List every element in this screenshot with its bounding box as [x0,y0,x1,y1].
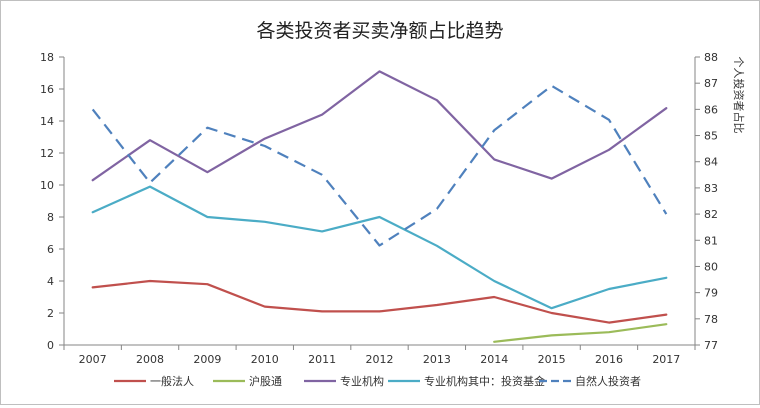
y-left-tick-label: 18 [40,51,54,64]
y-right-tick-label: 83 [704,182,718,195]
y-left-tick-label: 8 [47,211,54,224]
y-right-tick-label: 82 [704,208,718,221]
y-left-tick-label: 16 [40,83,54,96]
x-tick-label: 2015 [538,353,566,366]
y-left-tick-label: 2 [47,307,54,320]
legend: 一般法人 沪股通 专业机构 专业机构其中：投资基金 自然人投资者 [114,374,641,388]
x-tick-label: 2007 [79,353,107,366]
series-line-专业机构 [91,70,668,182]
y-right-tick-label: 80 [704,260,718,273]
y-right-tick-label: 86 [704,103,718,116]
y-right-tick-label: 85 [704,130,718,143]
x-tick-label: 2014 [480,353,508,366]
chart-title: 各类投资者买卖净额占比趋势 [256,20,503,42]
y-right-tick-label: 81 [704,234,718,247]
legend-label: 自然人投资者 [575,374,641,388]
x-tick-label: 2012 [366,353,394,366]
y-left-tick-label: 10 [40,179,54,192]
y-right-tick-label: 79 [704,287,718,300]
y-right-tick-label: 77 [704,339,718,352]
legend-label: 专业机构其中：投资基金 [424,374,545,388]
axes: 0 2 4 6 8 10 12 14 16 18 77 78 79 80 81 82 83 84 85 86 87 88 个… [40,51,746,366]
y-right-axis-label: 个人投资者占比 [732,57,746,134]
x-tick-label: 2017 [652,353,680,366]
y-left-tick-label: 14 [40,115,54,128]
y-right-tick-label: 78 [704,313,718,326]
series-line-专业机构其中：投资基金 [91,185,668,310]
legend-label: 沪股通 [249,374,282,388]
y-left-tick-label: 12 [40,147,54,160]
legend-label: 专业机构 [340,374,384,388]
series-lines [91,70,668,343]
y-right-tick-label: 88 [704,51,718,64]
y-right-tick-label: 87 [704,77,718,90]
x-tick-label: 2010 [251,353,279,366]
y-left-tick-label: 4 [47,275,54,288]
y-left-tick-label: 6 [47,243,54,256]
x-tick-label: 2016 [595,353,623,366]
legend-label: 一般法人 [150,374,194,388]
y-right-tick-label: 84 [704,156,718,169]
x-tick-label: 2013 [423,353,451,366]
y-left-tick-label: 0 [47,339,54,352]
series-line-一般法人 [91,279,668,324]
x-tick-label: 2008 [136,353,164,366]
x-tick-label: 2011 [308,353,336,366]
series-line-自然人投资者 [91,84,668,247]
series-line-沪股通 [493,323,668,343]
x-tick-label: 2009 [193,353,221,366]
